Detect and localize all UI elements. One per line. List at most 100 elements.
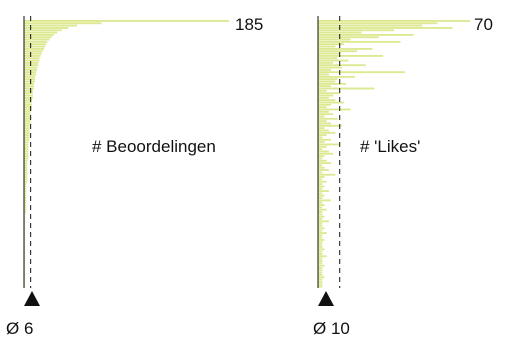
bar xyxy=(24,124,30,127)
bar xyxy=(318,166,325,169)
bar xyxy=(24,134,30,137)
bar xyxy=(24,138,30,141)
bar xyxy=(318,38,351,41)
bar xyxy=(318,75,355,78)
bar xyxy=(318,22,438,25)
bar xyxy=(24,131,30,134)
bar xyxy=(24,255,26,258)
bar xyxy=(24,117,31,120)
bar xyxy=(318,94,334,97)
bar xyxy=(318,155,325,158)
bar xyxy=(24,206,27,209)
bar xyxy=(318,108,351,111)
bar xyxy=(24,225,26,227)
bar xyxy=(24,120,31,123)
max-label-beoordelingen: 185 xyxy=(235,15,263,34)
bar xyxy=(318,264,325,267)
bar xyxy=(24,145,29,148)
bar xyxy=(318,52,340,55)
bar xyxy=(24,29,62,32)
bar xyxy=(24,59,40,62)
bar xyxy=(24,43,47,46)
bar xyxy=(318,220,329,223)
bar xyxy=(24,236,26,239)
panel-title-beoordelingen: # Beoordelingen xyxy=(92,137,216,156)
bar xyxy=(24,227,26,230)
bar xyxy=(318,87,375,90)
bar xyxy=(24,85,34,88)
bar xyxy=(318,36,379,39)
bar xyxy=(318,85,332,88)
bar xyxy=(318,267,323,269)
bar xyxy=(318,281,323,283)
bar xyxy=(318,157,323,160)
bar xyxy=(24,110,31,113)
bar xyxy=(318,271,323,274)
bar xyxy=(318,229,323,232)
bar xyxy=(318,178,323,181)
bar xyxy=(24,164,28,167)
bar xyxy=(318,129,329,132)
bar xyxy=(318,232,327,234)
bar xyxy=(318,241,323,244)
bar xyxy=(318,59,349,62)
bar xyxy=(24,257,26,260)
bar xyxy=(318,285,323,288)
bar xyxy=(24,122,31,125)
bar xyxy=(318,148,323,151)
bar xyxy=(318,50,358,53)
bar xyxy=(318,176,325,178)
bar xyxy=(318,173,336,176)
bar xyxy=(318,89,327,92)
bar xyxy=(318,171,323,174)
bar xyxy=(318,225,323,227)
bar xyxy=(24,113,31,116)
bar xyxy=(318,31,362,34)
bar xyxy=(24,229,26,232)
bar xyxy=(318,234,323,237)
bar xyxy=(24,157,29,160)
bar xyxy=(318,197,323,199)
bar xyxy=(318,183,323,185)
bar xyxy=(318,192,323,195)
bar xyxy=(318,215,325,218)
bar xyxy=(318,78,338,81)
bar xyxy=(318,54,384,57)
bar xyxy=(24,173,28,176)
bar xyxy=(318,115,325,118)
bar xyxy=(24,50,43,53)
bars-likes xyxy=(318,20,470,288)
bar xyxy=(24,152,29,155)
bar xyxy=(318,47,373,50)
bar xyxy=(318,276,325,279)
bar xyxy=(318,159,327,162)
bar xyxy=(24,26,69,29)
bar xyxy=(24,204,27,206)
bar xyxy=(318,278,323,281)
bar xyxy=(24,31,58,34)
bar xyxy=(318,40,401,43)
bar xyxy=(24,80,36,83)
bar xyxy=(24,96,33,99)
bar xyxy=(24,285,26,288)
bar xyxy=(318,57,338,60)
bar xyxy=(24,246,26,248)
bar xyxy=(318,162,332,165)
bar xyxy=(24,192,27,195)
bar xyxy=(318,24,423,27)
bar xyxy=(24,99,32,102)
bar xyxy=(24,92,33,95)
bar xyxy=(24,141,29,144)
bar xyxy=(318,213,323,216)
bar xyxy=(24,24,78,27)
bar xyxy=(318,199,332,202)
bar xyxy=(24,183,27,185)
bar xyxy=(24,57,40,60)
bar xyxy=(318,218,323,220)
bar xyxy=(24,276,26,279)
bar xyxy=(318,208,327,211)
bar xyxy=(318,138,332,141)
bar xyxy=(318,164,323,167)
bar xyxy=(318,29,394,32)
